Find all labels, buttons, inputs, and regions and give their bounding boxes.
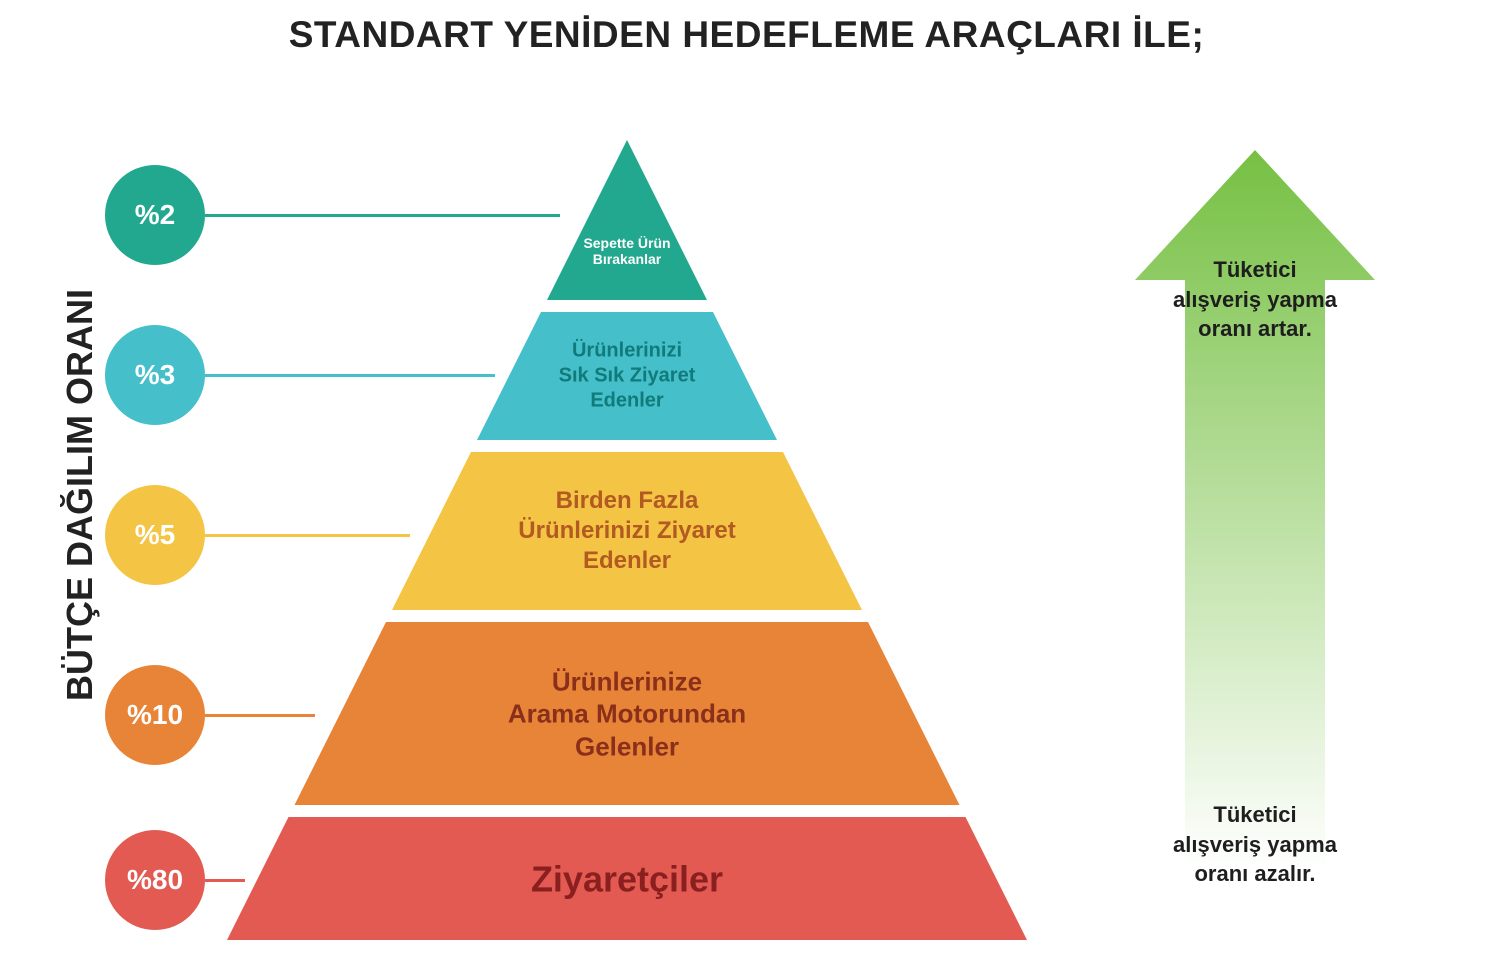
percent-value-l1: %2 bbox=[135, 199, 175, 231]
slice-label-l4: Ürünlerinize Arama Motorundan Gelenler bbox=[295, 665, 960, 763]
arrow-text-bottom: Tüketici alışveriş yapma oranı azalır. bbox=[1135, 800, 1375, 889]
percent-circle-l1: %2 bbox=[105, 165, 205, 265]
percent-value-l4: %10 bbox=[127, 699, 183, 731]
percent-circle-l3: %5 bbox=[105, 485, 205, 585]
pyramid-tip-label: Sepette Ürün Bırakanlar bbox=[547, 235, 707, 267]
slice-label-l2: Ürünlerinizi Sık Sık Ziyaret Edenler bbox=[477, 339, 777, 414]
percent-circle-l5: %80 bbox=[105, 830, 205, 930]
percent-value-l5: %80 bbox=[127, 864, 183, 896]
arrow-text-top: Tüketici alışveriş yapma oranı artar. bbox=[1135, 255, 1375, 344]
slice-label-l3: Birden Fazla Ürünlerinizi Ziyaret Edenle… bbox=[392, 486, 862, 576]
slice-label-l5: Ziyaretçiler bbox=[227, 856, 1027, 901]
percent-value-l3: %5 bbox=[135, 519, 175, 551]
slice-label-wrap-l3: Birden Fazla Ürünlerinizi Ziyaret Edenle… bbox=[392, 452, 862, 610]
percent-circle-l2: %3 bbox=[105, 325, 205, 425]
percent-circle-l4: %10 bbox=[105, 665, 205, 765]
pyramid-slice-l1 bbox=[547, 140, 707, 300]
slice-label-wrap-l5: Ziyaretçiler bbox=[227, 817, 1027, 940]
slice-label-wrap-l2: Ürünlerinizi Sık Sık Ziyaret Edenler bbox=[477, 312, 777, 440]
slice-label-wrap-l4: Ürünlerinize Arama Motorundan Gelenler bbox=[295, 622, 960, 805]
percent-value-l2: %3 bbox=[135, 359, 175, 391]
